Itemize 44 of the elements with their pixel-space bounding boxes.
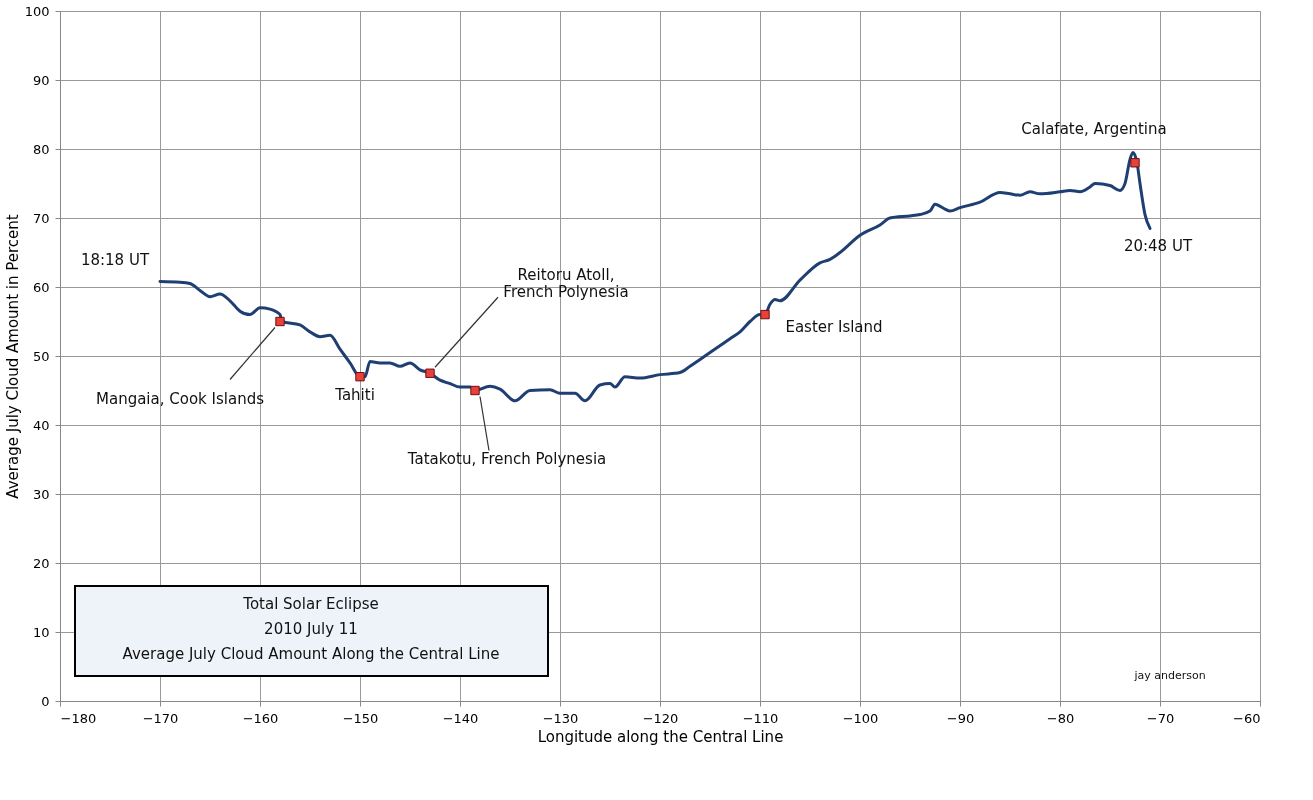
x-tick-label: −120 [642, 710, 679, 726]
x-tick-label: −110 [742, 710, 779, 726]
x-tick-label: −130 [542, 710, 579, 726]
annotation: 20:48 UT [1123, 237, 1193, 256]
x-tick-label: −160 [242, 710, 279, 726]
y-tick-label: 50 [32, 348, 50, 364]
annotation: 18:18 UT [80, 251, 150, 270]
x-tick-label: −80 [1046, 710, 1075, 726]
y-tick-label: 40 [32, 417, 50, 433]
point [425, 368, 435, 378]
y-tick-label: 60 [32, 279, 50, 295]
annotation: Average July Cloud Amount Along the Central Line [122, 645, 500, 663]
x-tick-label: −180 [60, 710, 97, 726]
x-tick-label: −150 [342, 710, 379, 726]
y-tick-label: 0 [41, 693, 50, 709]
y-tick-label: 100 [24, 3, 50, 19]
text: 2010 July 11 [264, 620, 358, 638]
annotation: Mangaia, Cook Islands [96, 389, 265, 408]
x-tick-label: −100 [842, 710, 879, 726]
y-tick-label: 80 [32, 141, 50, 157]
annotation: Reitoru Atoll, French Polynesia [503, 266, 629, 302]
annotation: Tahiti [334, 385, 375, 404]
x-tick-label: −70 [1146, 710, 1175, 726]
point [470, 385, 480, 396]
point [760, 309, 770, 320]
x-tick-label: −170 [142, 710, 179, 726]
y-tick-label: 20 [32, 555, 50, 571]
x-tick-label: −140 [442, 710, 479, 726]
y-axis-title: Average July Cloud Amount in Percent [3, 214, 22, 499]
annotation: Tatakotu, French Polynesia [406, 449, 607, 468]
x-tick-label: −90 [946, 710, 975, 726]
annotation: Easter Island [785, 317, 883, 336]
text: Total Solar Eclipse [242, 595, 379, 613]
y-tick-label: 90 [32, 72, 50, 88]
point [1130, 158, 1140, 168]
point [275, 316, 285, 327]
y-tick-label: 70 [32, 210, 50, 226]
annotation: Calafate, Argentina [1021, 119, 1167, 138]
annotation: jay anderson [1133, 669, 1206, 682]
x-axis-title: Longitude along the Central Line [537, 727, 784, 746]
y-tick-label: 30 [32, 486, 50, 502]
x-tick-label: −60 [1233, 710, 1261, 726]
y-tick-label: 10 [32, 624, 50, 640]
point [355, 372, 365, 382]
